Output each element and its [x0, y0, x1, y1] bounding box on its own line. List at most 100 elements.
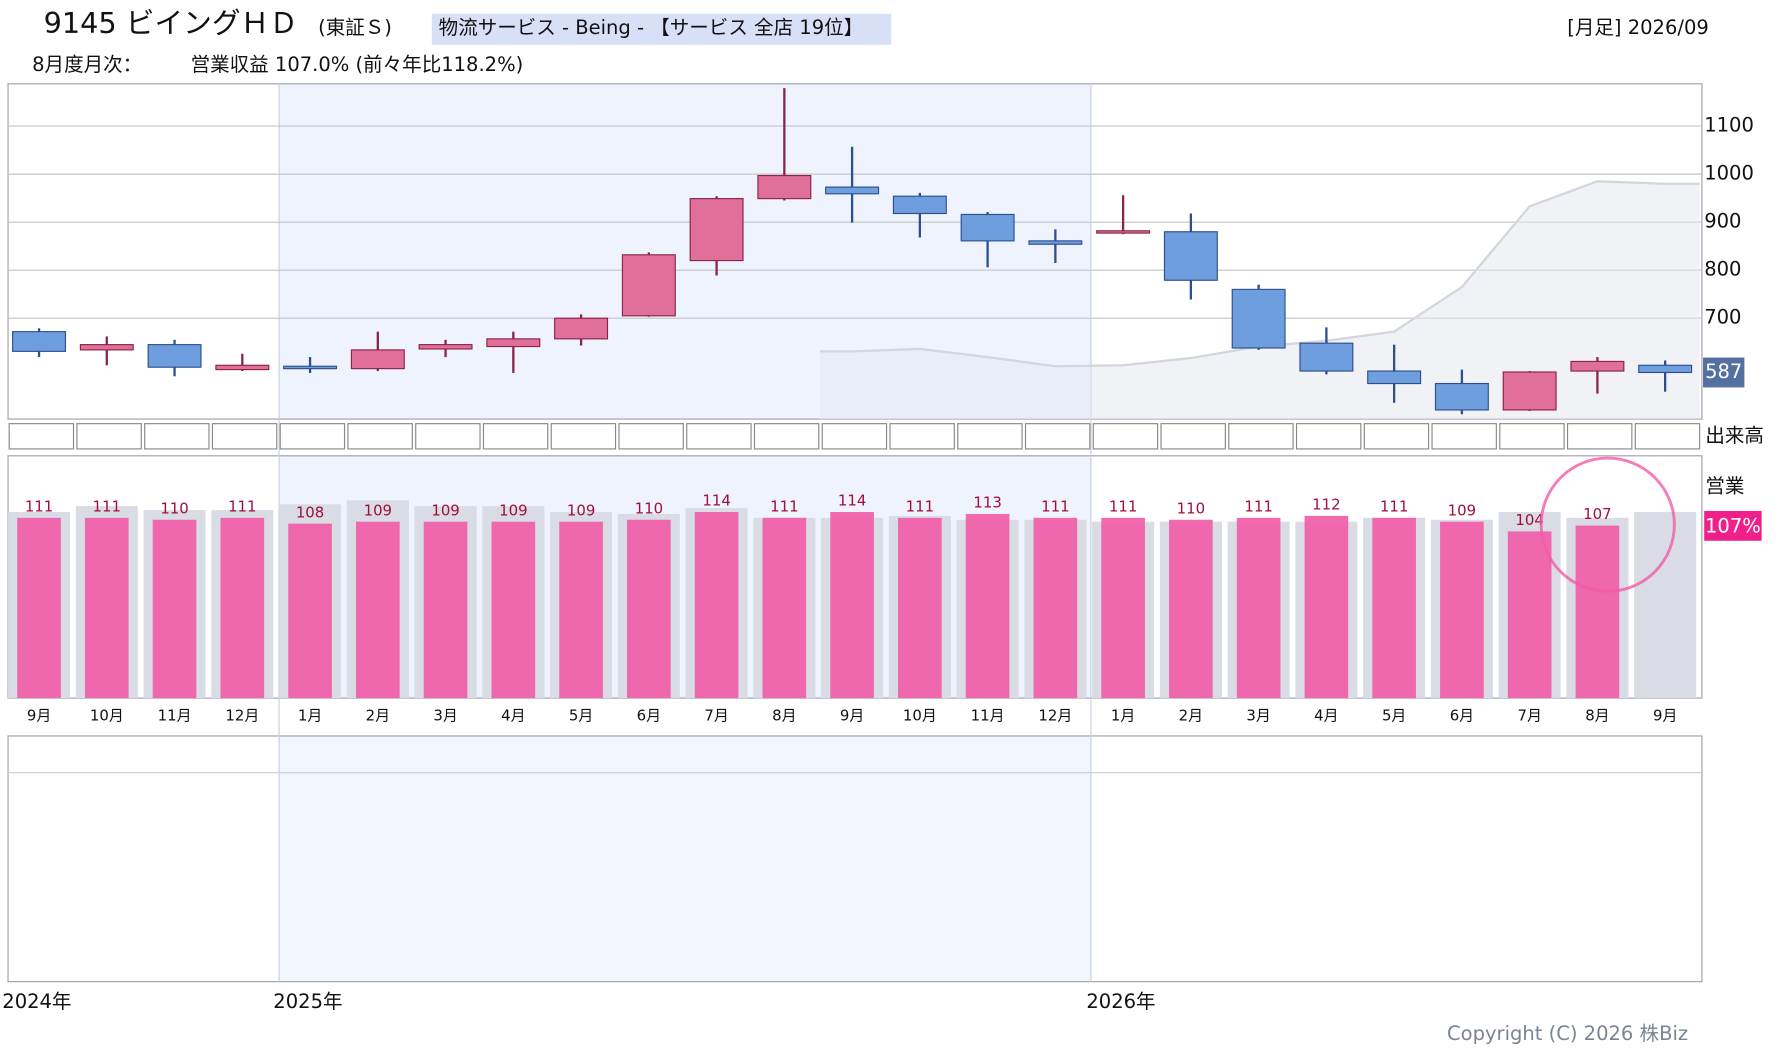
bar [965, 513, 1010, 699]
x-tick-label: 10月 [90, 706, 124, 724]
value-label: 113 [973, 494, 1001, 512]
volume-cell [1024, 423, 1091, 450]
bar [1101, 517, 1145, 699]
value-label: 111 [1041, 498, 1069, 516]
volume-cell [821, 423, 888, 450]
candle-body [1028, 240, 1083, 245]
bar [152, 519, 197, 699]
volume-cell [1160, 423, 1226, 450]
volume-row [8, 423, 1701, 450]
candle-body [283, 365, 338, 370]
year-label: 2025年 [273, 990, 342, 1013]
bar [1304, 515, 1349, 699]
candle-body [1570, 360, 1625, 372]
x-tick-label: 9月 [1653, 706, 1677, 724]
x-tick-label: 12月 [1038, 706, 1072, 724]
bar [1507, 531, 1552, 699]
x-tick-label: 12月 [225, 706, 259, 724]
x-tick-label: 2月 [1179, 706, 1203, 724]
title: 9145 ビイングＨＤ [44, 6, 298, 40]
last-price-box [1703, 357, 1745, 388]
value-label: 110 [1177, 499, 1205, 517]
value-label: 111 [25, 498, 53, 516]
candle-body [892, 195, 947, 215]
y-tick-label: 1000 [1704, 162, 1754, 185]
volume-cell [889, 423, 955, 450]
volume-cell [76, 423, 142, 450]
x-tick-label: 10月 [903, 706, 937, 724]
bar [627, 519, 671, 699]
value-label: 108 [296, 503, 324, 521]
volume-cell [347, 423, 413, 450]
value-label: 111 [228, 498, 256, 516]
value-label: 114 [838, 492, 866, 510]
candle-body [1299, 342, 1354, 372]
value-label: 111 [93, 498, 121, 516]
bar [1575, 525, 1620, 699]
year-label: 2024年 [2, 990, 71, 1013]
volume-cell [415, 423, 481, 450]
bar [694, 512, 739, 699]
value-label: 110 [635, 499, 663, 517]
bar [84, 517, 129, 699]
candle-body [1502, 371, 1557, 411]
bar [1236, 517, 1281, 699]
x-tick-label: 6月 [637, 706, 661, 724]
monthly-value: 営業収益 107.0% (前々年比118.2%) [191, 53, 524, 76]
last-price: 587 [1705, 360, 1742, 383]
copyright: Copyright (C) 2026 株Biz [1447, 1022, 1688, 1045]
legend-entry: 営業 [1705, 474, 1744, 497]
y-tick-label: 900 [1704, 210, 1741, 233]
value-label: 111 [1109, 498, 1137, 516]
volume-cell [1092, 423, 1159, 450]
x-tick-label: 8月 [1585, 706, 1609, 724]
candle-body [79, 344, 134, 351]
value-label: 109 [499, 501, 527, 519]
candle-body [350, 349, 405, 370]
value-label: 111 [1244, 498, 1272, 516]
volume-cell [1499, 423, 1565, 450]
bar [1372, 517, 1416, 699]
x-tick-label: 4月 [501, 706, 525, 724]
x-tick-label: 3月 [1246, 706, 1270, 724]
monthly-label: 8月度月次： [32, 53, 142, 76]
candle-body [215, 364, 270, 371]
bar [898, 517, 942, 699]
ma-area [819, 181, 1700, 420]
candle-body [689, 198, 744, 262]
x-tick-label: 8月 [772, 706, 796, 724]
candle-body [825, 186, 880, 195]
bar [491, 521, 536, 699]
y-tick-label: 700 [1704, 306, 1741, 329]
candle-body [1434, 382, 1489, 411]
bar [830, 512, 874, 699]
candle-body [554, 317, 609, 340]
value-label: 114 [702, 492, 730, 510]
volume-cell [1295, 423, 1362, 450]
x-tick-label: 5月 [1382, 706, 1406, 724]
value-label: 109 [364, 501, 392, 519]
year-label: 2026年 [1086, 990, 1155, 1013]
bar [1169, 519, 1213, 699]
value-label: 110 [160, 499, 188, 517]
x-tick-label: 9月 [27, 706, 51, 724]
bar [423, 521, 468, 699]
bar [288, 523, 332, 699]
value-label: 104 [1515, 511, 1543, 529]
market: (東証Ｓ) [318, 16, 392, 39]
x-tick-label: 7月 [1517, 706, 1541, 724]
value-label: 109 [431, 501, 459, 519]
y-tick-label: 1100 [1704, 114, 1754, 137]
year-band [279, 455, 1091, 699]
x-tick-label: 7月 [704, 706, 728, 724]
volume-cell [279, 423, 346, 450]
candle-body [1638, 364, 1693, 374]
x-tick-label: 11月 [971, 706, 1005, 724]
value-label: 109 [567, 501, 595, 519]
value-label: 112 [1312, 496, 1340, 514]
current-label: 107% [1705, 515, 1761, 538]
highlight-ring [1539, 456, 1676, 593]
x-tick-label: 9月 [840, 706, 864, 724]
